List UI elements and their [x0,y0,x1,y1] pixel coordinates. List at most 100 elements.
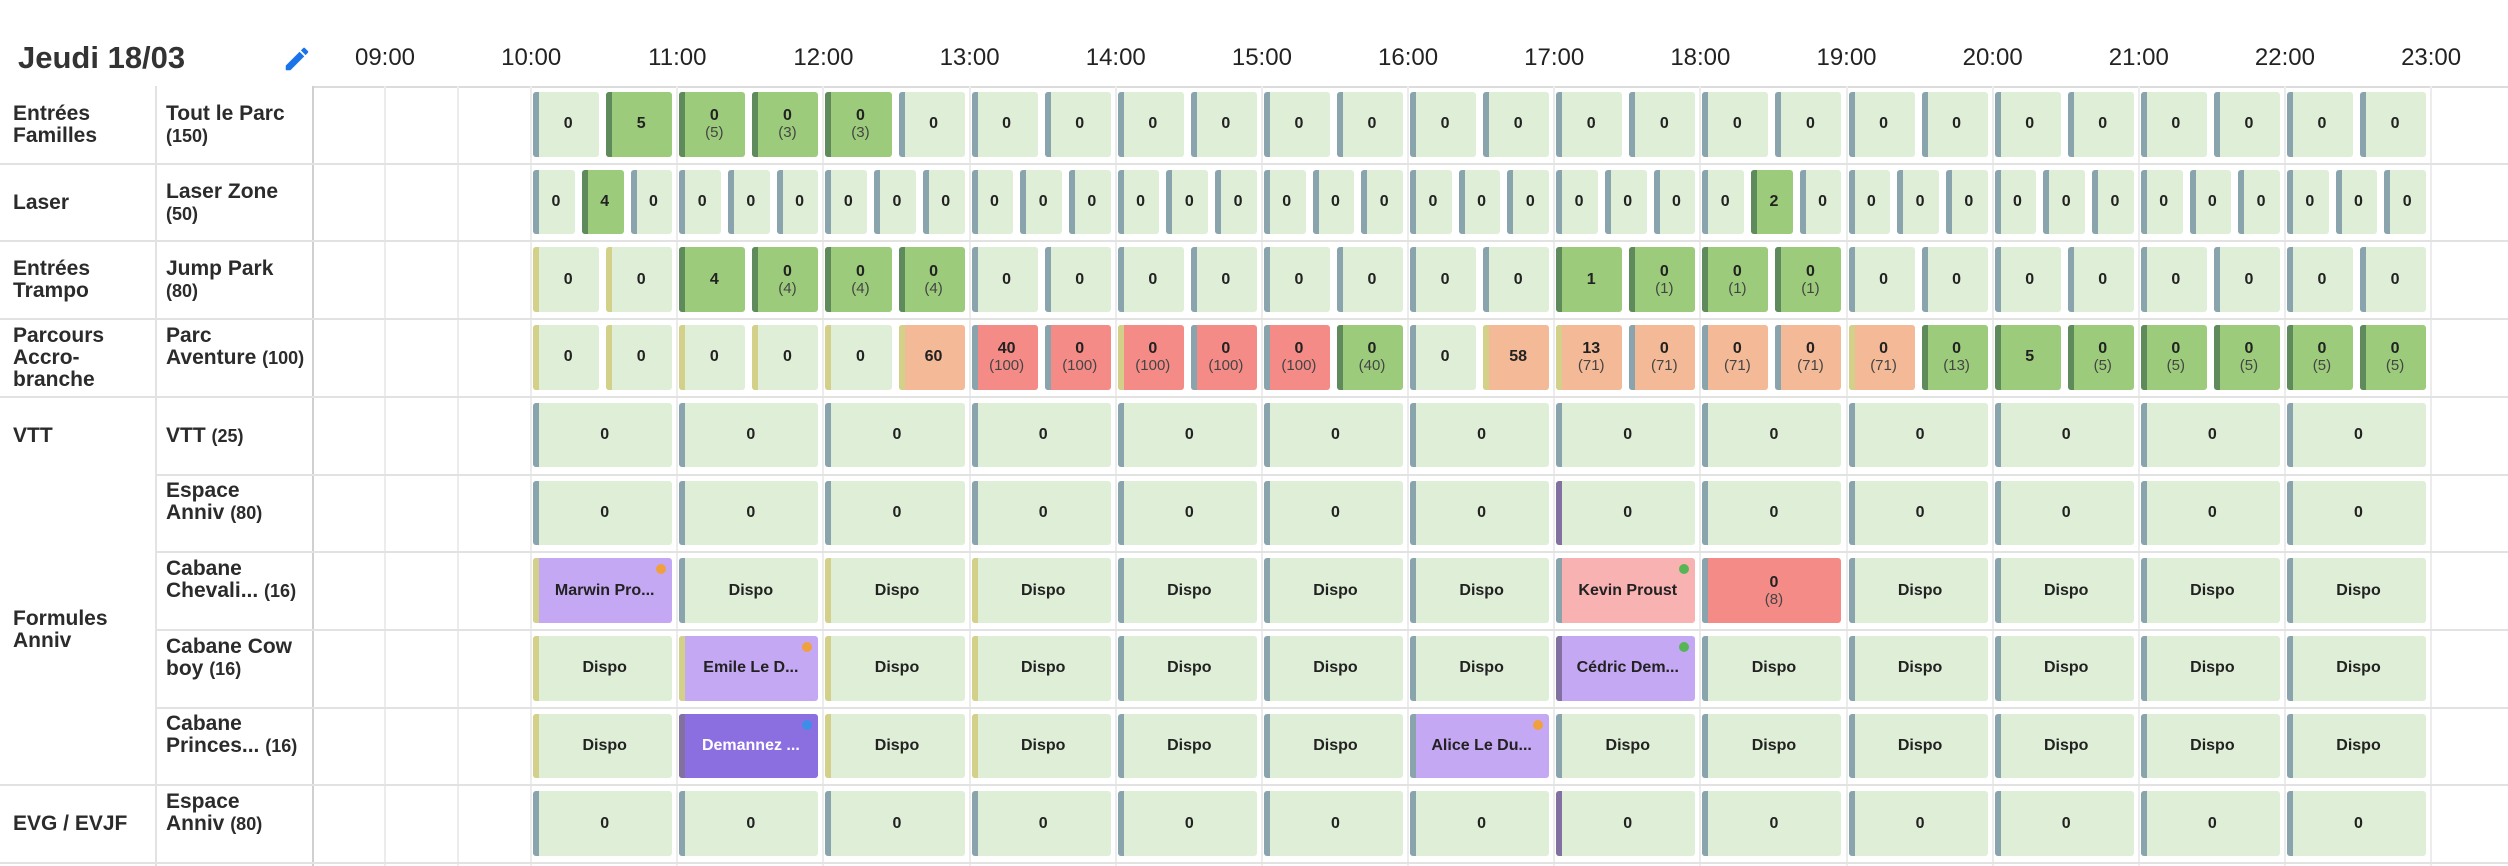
slot-cell[interactable]: 0 (5) [2213,325,2280,390]
slot-cell[interactable]: 0 [2140,247,2207,313]
slot-cell[interactable]: 0 [1556,169,1598,235]
slot-cell[interactable]: 0 [1556,791,1696,856]
slot-cell[interactable]: 0 (71) [1775,325,1842,390]
slot-cell[interactable]: 0 [1702,402,1842,468]
slot-cell[interactable]: 0 [1263,92,1330,157]
slot-cell[interactable]: 0 [606,247,673,313]
slot-cell[interactable]: 0 [533,247,600,313]
slot-cell[interactable]: 0 [971,480,1111,546]
slot-cell[interactable]: 0 (5) [679,92,746,157]
slot-cell[interactable]: 0 [2286,402,2427,468]
slot-cell[interactable]: 0 [2335,169,2378,235]
slot-cell[interactable]: Dispo [2286,558,2427,623]
slot-cell[interactable]: 0 [1410,325,1477,390]
slot-cell[interactable]: 0 [2067,92,2134,157]
slot-cell[interactable]: 0 [533,402,673,468]
slot-cell[interactable]: 0 (100) [1190,325,1257,390]
slot-cell[interactable]: 0 [1069,169,1111,235]
slot-cell[interactable]: 0 [2384,169,2427,235]
slot-cell[interactable]: 0 [1190,92,1257,157]
slot-cell[interactable]: 0 [1629,92,1696,157]
slot-cell[interactable]: 0 [679,325,746,390]
slot-cell[interactable]: 0 [2286,92,2353,157]
booking-kevin-proust[interactable]: Kevin Proust [1556,558,1696,623]
slot-cell[interactable]: 0 [971,791,1111,856]
slot-cell[interactable]: Dispo [2286,635,2427,701]
slot-cell[interactable]: Dispo [1410,635,1550,701]
slot-cell[interactable]: 0 (100) [1044,325,1111,390]
slot-cell[interactable]: 0 [1410,480,1550,546]
booking-cedric-dem[interactable]: Cédric Dem... [1556,635,1696,701]
slot-cell[interactable]: 0 (13) [1921,325,1988,390]
slot-cell[interactable]: 0 [1410,92,1477,157]
slot-cell[interactable]: 0 [1263,480,1404,546]
slot-cell[interactable]: 0 [1410,247,1477,313]
slot-cell[interactable]: 0 [1653,169,1696,235]
slot-cell[interactable]: 0 [2238,169,2280,235]
slot-cell[interactable]: Dispo [1556,713,1696,779]
slot-cell[interactable]: 0 [679,402,819,468]
slot-cell[interactable]: 0 (71) [1848,325,1915,390]
slot-cell[interactable]: Dispo [1117,713,1257,779]
slot-cell[interactable]: 0 [1702,92,1769,157]
slot-cell[interactable]: 0 [1848,92,1915,157]
slot-cell[interactable]: 0 [1044,92,1111,157]
slot-cell[interactable]: 0 (5) [2067,325,2134,390]
slot-cell[interactable]: 0 [533,480,673,546]
slot-cell[interactable]: 0 [1848,480,1988,546]
slot-cell[interactable]: 0 (100) [1117,325,1184,390]
slot-cell[interactable]: 0 [606,325,673,390]
slot-cell[interactable]: Dispo [2140,558,2280,623]
booking-alice-le-du[interactable]: Alice Le Du... [1410,713,1550,779]
slot-cell[interactable]: 0 (100) [1263,325,1330,390]
slot-cell[interactable]: 0 [2286,791,2427,856]
slot-cell[interactable]: Dispo [971,713,1111,779]
slot-cell[interactable]: Dispo [1994,635,2134,701]
slot-cell[interactable]: 0 [1848,247,1915,313]
slot-cell[interactable]: 0 [533,325,600,390]
slot-cell[interactable]: 0 [825,791,965,856]
slot-cell[interactable]: 0 [2140,791,2280,856]
slot-cell[interactable]: 0 [1556,402,1696,468]
slot-cell[interactable]: 0 (3) [752,92,819,157]
slot-cell[interactable]: 0 [825,480,965,546]
booking-demannez[interactable]: Demannez ... [679,713,819,779]
slot-cell[interactable]: Dispo [1702,635,1842,701]
slot-cell[interactable]: Dispo [1117,635,1257,701]
slot-cell[interactable]: 0 [1848,791,1988,856]
slot-cell[interactable]: Dispo [533,635,673,701]
slot-cell[interactable]: 0 [2092,169,2134,235]
slot-cell[interactable]: Dispo [1263,558,1404,623]
pencil-icon[interactable] [282,44,312,74]
slot-cell[interactable]: 0 [1020,169,1062,235]
slot-cell[interactable]: 0 [1994,247,2061,313]
slot-cell[interactable]: 0 [1775,92,1842,157]
slot-cell[interactable]: 0 [1604,169,1647,235]
slot-cell[interactable]: 0 [1336,92,1404,157]
slot-cell[interactable]: Dispo [1263,635,1404,701]
slot-cell[interactable]: 0 [922,169,965,235]
slot-cell[interactable]: 0 (5) [2140,325,2207,390]
slot-cell[interactable]: 0 [1117,402,1257,468]
slot-cell[interactable]: 0 [1921,247,1988,313]
slot-cell[interactable]: 0 [2360,92,2427,157]
slot-cell[interactable]: 0 (5) [2286,325,2353,390]
slot-cell[interactable]: 0 [1483,247,1550,313]
slot-cell[interactable]: Dispo [2140,713,2280,779]
slot-cell[interactable]: 0 [679,791,819,856]
slot-cell[interactable]: 4 [581,169,624,235]
slot-cell[interactable]: Dispo [1263,713,1404,779]
slot-cell[interactable]: 0 (4) [825,247,892,313]
slot-cell[interactable]: 0 [1897,169,1939,235]
slot-cell[interactable]: 0 [533,791,673,856]
slot-cell[interactable]: 0 [679,169,721,235]
slot-cell[interactable]: 0 [752,325,819,390]
slot-cell[interactable]: 0 [1263,169,1306,235]
slot-cell[interactable]: 0 (71) [1702,325,1769,390]
slot-cell[interactable]: 0 [1507,169,1550,235]
slot-cell[interactable]: 0 [1702,169,1745,235]
slot-cell[interactable]: 0 [1994,169,2037,235]
slot-cell[interactable]: 0 (1) [1775,247,1842,313]
slot-cell[interactable]: 0 [1702,791,1842,856]
booking-marwin-proust[interactable]: Marwin Pro... [533,558,673,623]
